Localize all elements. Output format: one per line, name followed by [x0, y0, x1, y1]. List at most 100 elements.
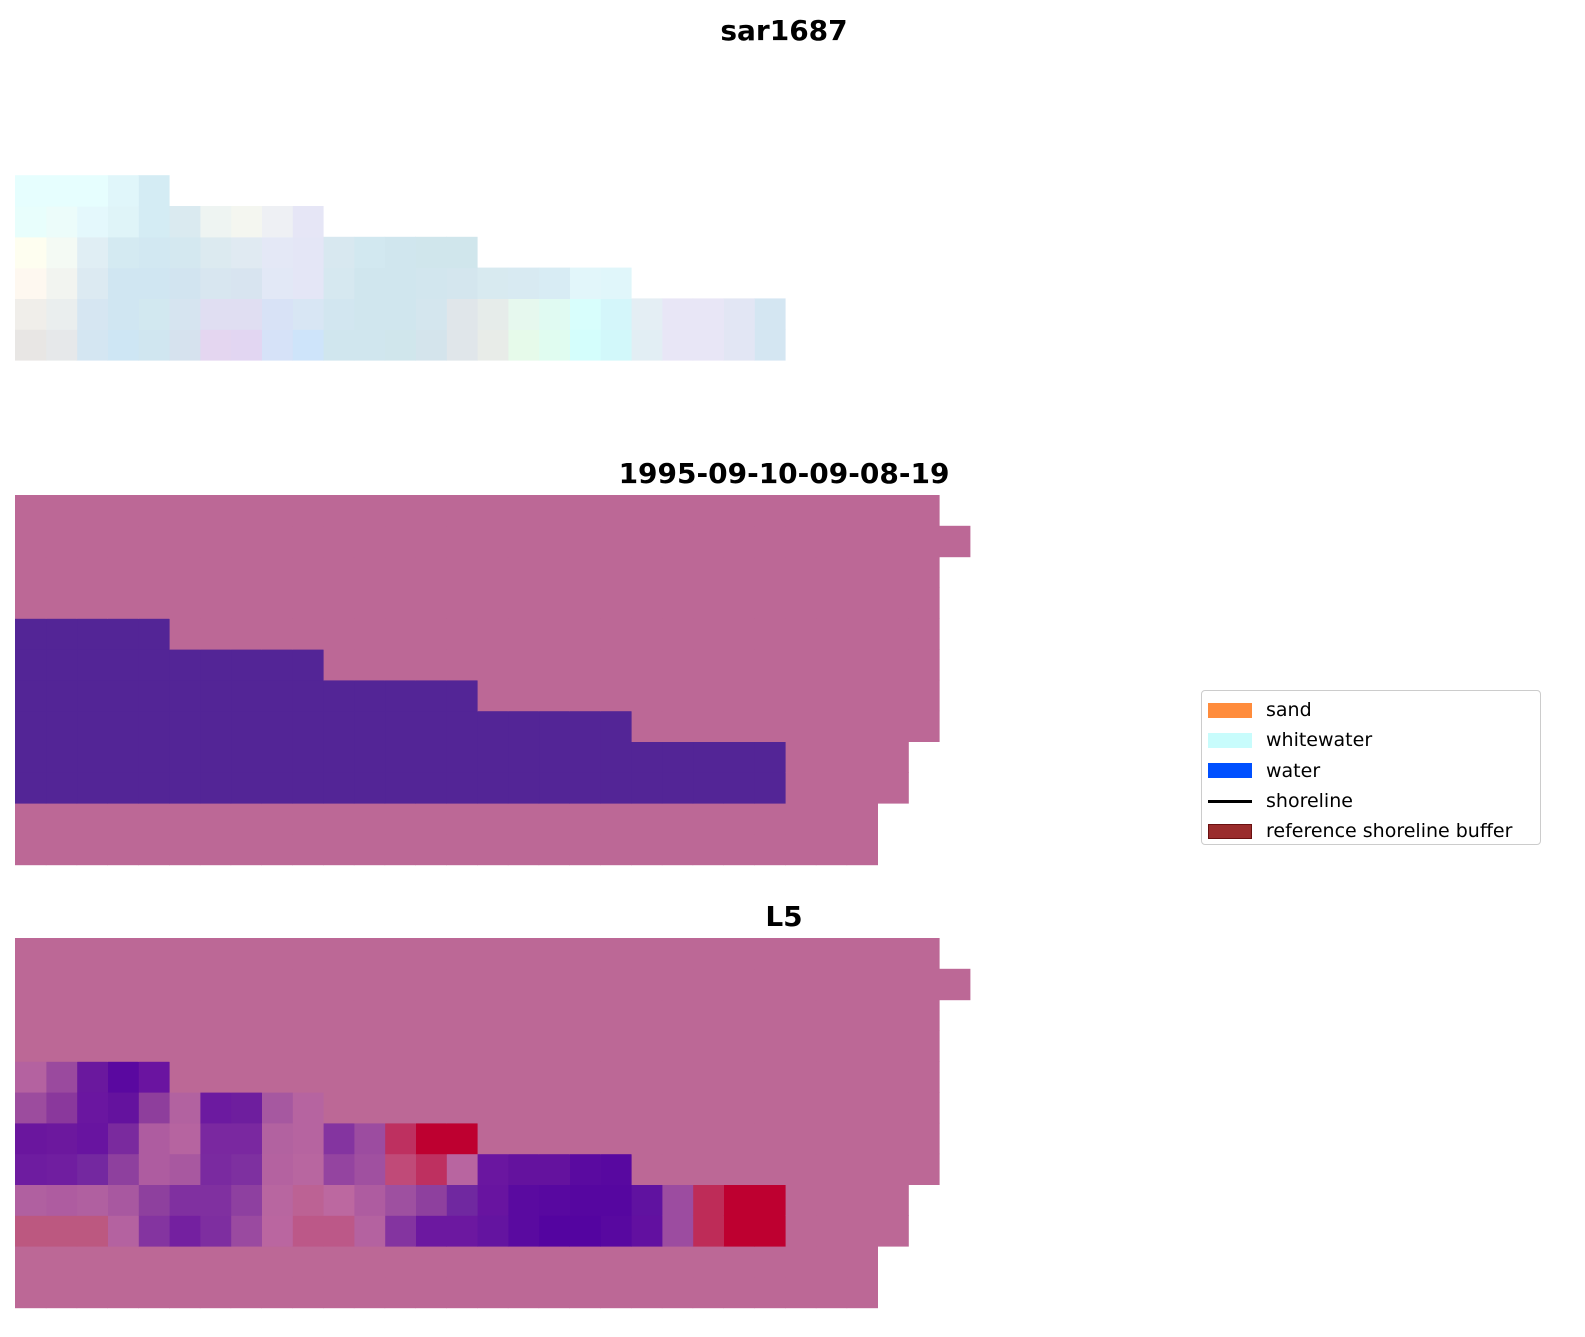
- pixel-cell: [415, 267, 447, 299]
- pixel-cell: [815, 803, 848, 835]
- pixel-cell: [846, 1061, 878, 1093]
- pixel-cell: [600, 710, 632, 742]
- pixel-cell: [723, 803, 755, 835]
- pixel-cell: [446, 710, 478, 742]
- pixel-cell: [323, 833, 355, 866]
- pixel-cell: [45, 298, 78, 330]
- panel-title: sar1687: [720, 14, 847, 47]
- pixel-cell: [477, 329, 509, 361]
- pixel-cell: [631, 938, 663, 970]
- pixel-cell: [723, 999, 755, 1031]
- pixel-cell: [631, 803, 663, 835]
- pixel-cell: [230, 741, 262, 773]
- panel-l5: L5: [15, 900, 971, 1309]
- pixel-cell: [477, 1184, 509, 1216]
- pixel-cell: [138, 938, 170, 970]
- pixel-cell: [908, 556, 940, 588]
- pixel-cell: [45, 329, 78, 361]
- pixel-cell: [45, 649, 78, 681]
- pixel-cell: [877, 741, 909, 773]
- pixel-cell: [477, 1276, 509, 1309]
- pixel-cell: [323, 1246, 355, 1278]
- pixel-cell: [353, 1061, 386, 1093]
- pixel-cell: [353, 1030, 386, 1062]
- pixel-cell: [507, 999, 540, 1031]
- pixel-cell: [631, 298, 663, 330]
- pixel-cell: [600, 1030, 632, 1062]
- pixel-cell: [877, 587, 909, 619]
- pixel-cell: [723, 1276, 755, 1309]
- pixel-cell: [76, 833, 108, 866]
- pixel-cell: [723, 1215, 755, 1247]
- pixel-cell: [661, 587, 694, 619]
- pixel-cell: [477, 1061, 509, 1093]
- pixel-cell: [230, 649, 262, 681]
- pixel-cell: [477, 1215, 509, 1247]
- pixel-cell: [230, 1030, 262, 1062]
- pixel-cell: [538, 803, 570, 835]
- pixel-cell: [569, 1061, 601, 1093]
- pixel-cell: [692, 587, 724, 619]
- pixel-cell: [261, 833, 293, 866]
- pixel-cell: [600, 803, 632, 835]
- pixel-cell: [507, 1061, 540, 1093]
- pixel-cell: [45, 525, 78, 558]
- pixel-cell: [199, 525, 232, 558]
- pixel-cell: [692, 968, 724, 1001]
- pixel-cell: [138, 175, 170, 207]
- pixel-cell: [138, 1030, 170, 1062]
- pixel-cell: [846, 772, 878, 804]
- pixel-cell: [261, 556, 293, 588]
- pixel-cell: [754, 329, 786, 361]
- pixel-cell: [199, 267, 232, 299]
- pixel-cell: [939, 968, 971, 1001]
- pixel-cell: [846, 710, 878, 742]
- pixel-cell: [107, 495, 139, 527]
- pixel-cell: [323, 938, 355, 970]
- pixel-cell: [785, 1153, 817, 1185]
- panel-sar1687: sar1687: [15, 14, 848, 361]
- pixel-cell: [353, 710, 386, 742]
- pixel-cell: [45, 741, 78, 773]
- pixel-cell: [631, 1030, 663, 1062]
- pixel-cell: [76, 587, 108, 619]
- pixel-cell: [353, 833, 386, 866]
- pixel-cell: [323, 1276, 355, 1309]
- pixel-cell: [507, 1092, 540, 1124]
- pixel-cell: [754, 1246, 786, 1278]
- pixel-cell: [507, 679, 540, 712]
- pixel-cell: [261, 618, 293, 650]
- pixel-cell: [76, 710, 108, 742]
- pixel-cell: [230, 525, 262, 558]
- pixel-cell: [353, 1215, 386, 1247]
- pixel-cell: [353, 1184, 386, 1216]
- pixel-cell: [230, 1215, 262, 1247]
- pixel-cell: [292, 495, 324, 527]
- pixel-cell: [538, 1153, 570, 1185]
- pixel-cell: [785, 968, 817, 1001]
- pixel-cell: [353, 772, 386, 804]
- pixel-cell: [446, 968, 478, 1001]
- pixel-cell: [384, 1276, 416, 1309]
- pixel-cell: [908, 999, 940, 1031]
- pixel-cell: [723, 556, 755, 588]
- pixel-cell: [384, 1184, 416, 1216]
- pixel-cell: [45, 1184, 78, 1216]
- pixel-cell: [76, 649, 108, 681]
- pixel-cell: [661, 1246, 694, 1278]
- pixel-cell: [877, 710, 909, 742]
- pixel-cell: [692, 1153, 724, 1185]
- pixel-cell: [877, 999, 909, 1031]
- pixel-cell: [169, 267, 201, 299]
- pixel-cell: [538, 525, 570, 558]
- pixel-cell: [600, 525, 632, 558]
- pixel-cell: [384, 649, 416, 681]
- pixel-cell: [199, 1153, 232, 1185]
- pixel-cell: [569, 587, 601, 619]
- pixel-cell: [76, 772, 108, 804]
- pixel-cell: [692, 298, 724, 330]
- pixel-cell: [138, 803, 170, 835]
- pixel-cell: [76, 1092, 108, 1124]
- pixel-cell: [323, 1061, 355, 1093]
- pixel-cell: [138, 556, 170, 588]
